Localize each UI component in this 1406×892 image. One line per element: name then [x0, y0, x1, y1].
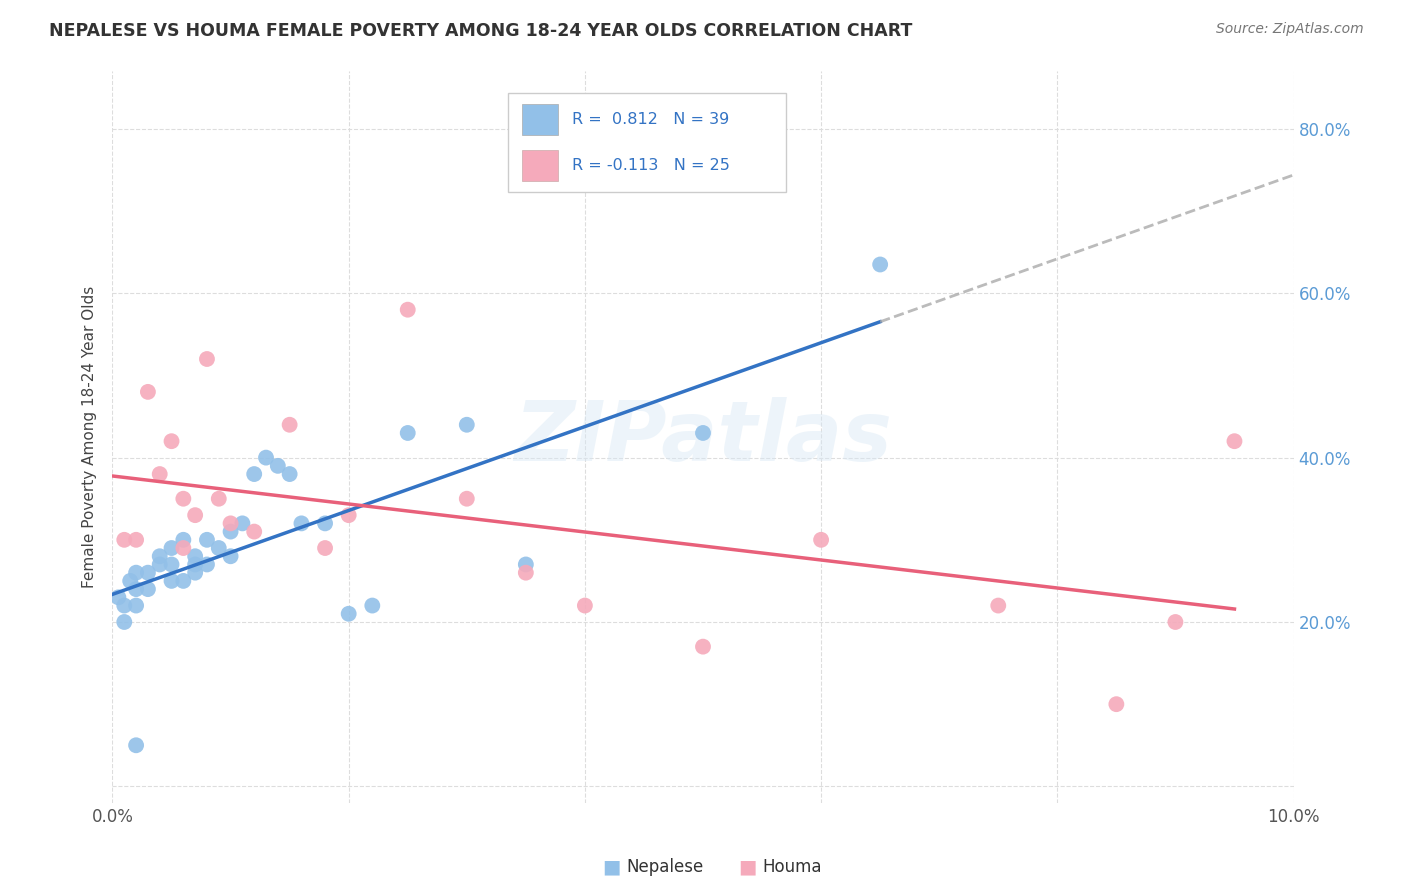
- Y-axis label: Female Poverty Among 18-24 Year Olds: Female Poverty Among 18-24 Year Olds: [82, 286, 97, 588]
- Point: [149, 558, 172, 572]
- Point: [195, 533, 218, 547]
- Point: [125, 566, 148, 580]
- Text: ZIPatlas: ZIPatlas: [515, 397, 891, 477]
- Point: [160, 541, 183, 555]
- Point: [396, 302, 419, 317]
- Text: ■: ■: [738, 858, 756, 877]
- Point: [692, 640, 714, 654]
- Point: [208, 491, 231, 506]
- Point: [136, 566, 159, 580]
- Point: [278, 467, 301, 481]
- Point: [136, 384, 159, 399]
- Text: Source: ZipAtlas.com: Source: ZipAtlas.com: [1216, 22, 1364, 37]
- Point: [278, 417, 301, 432]
- Point: [125, 533, 148, 547]
- Point: [337, 607, 360, 621]
- Point: [136, 582, 159, 596]
- Point: [692, 425, 714, 440]
- Point: [869, 258, 891, 272]
- Point: [160, 574, 183, 588]
- Point: [125, 582, 148, 596]
- Point: [172, 574, 194, 588]
- Point: [810, 533, 832, 547]
- Point: [456, 417, 478, 432]
- Point: [987, 599, 1010, 613]
- Bar: [508, 94, 786, 192]
- Point: [107, 591, 129, 605]
- Point: [160, 558, 183, 572]
- Text: Houma: Houma: [762, 858, 821, 876]
- Point: [1164, 615, 1187, 629]
- Point: [172, 533, 194, 547]
- Point: [149, 467, 172, 481]
- Point: [112, 599, 135, 613]
- Point: [172, 541, 194, 555]
- Point: [219, 516, 242, 531]
- Point: [219, 549, 242, 564]
- Point: [195, 558, 218, 572]
- Point: [515, 566, 537, 580]
- Point: [243, 467, 266, 481]
- Point: [112, 615, 135, 629]
- Text: R = -0.113   N = 25: R = -0.113 N = 25: [572, 158, 730, 173]
- Point: [160, 434, 183, 449]
- Point: [290, 516, 312, 531]
- Point: [337, 508, 360, 523]
- Point: [254, 450, 277, 465]
- Point: [112, 533, 135, 547]
- Point: [314, 516, 336, 531]
- Text: ■: ■: [602, 858, 620, 877]
- Point: [267, 458, 290, 473]
- Point: [120, 574, 142, 588]
- Point: [125, 599, 148, 613]
- Point: [184, 558, 207, 572]
- Point: [456, 491, 478, 506]
- Point: [195, 351, 218, 366]
- Point: [184, 508, 207, 523]
- Bar: [522, 104, 558, 135]
- Point: [515, 558, 537, 572]
- Point: [219, 524, 242, 539]
- Point: [184, 566, 207, 580]
- Text: NEPALESE VS HOUMA FEMALE POVERTY AMONG 18-24 YEAR OLDS CORRELATION CHART: NEPALESE VS HOUMA FEMALE POVERTY AMONG 1…: [49, 22, 912, 40]
- Point: [149, 549, 172, 564]
- Point: [208, 541, 231, 555]
- Point: [172, 491, 194, 506]
- Text: Nepalese: Nepalese: [626, 858, 703, 876]
- Point: [125, 739, 148, 753]
- Point: [396, 425, 419, 440]
- Point: [1105, 697, 1128, 711]
- Point: [314, 541, 336, 555]
- Point: [243, 524, 266, 539]
- Point: [231, 516, 253, 531]
- Point: [361, 599, 384, 613]
- Bar: [522, 151, 558, 181]
- Text: R =  0.812   N = 39: R = 0.812 N = 39: [572, 112, 730, 128]
- Point: [574, 599, 596, 613]
- Point: [1223, 434, 1246, 449]
- Point: [184, 549, 207, 564]
